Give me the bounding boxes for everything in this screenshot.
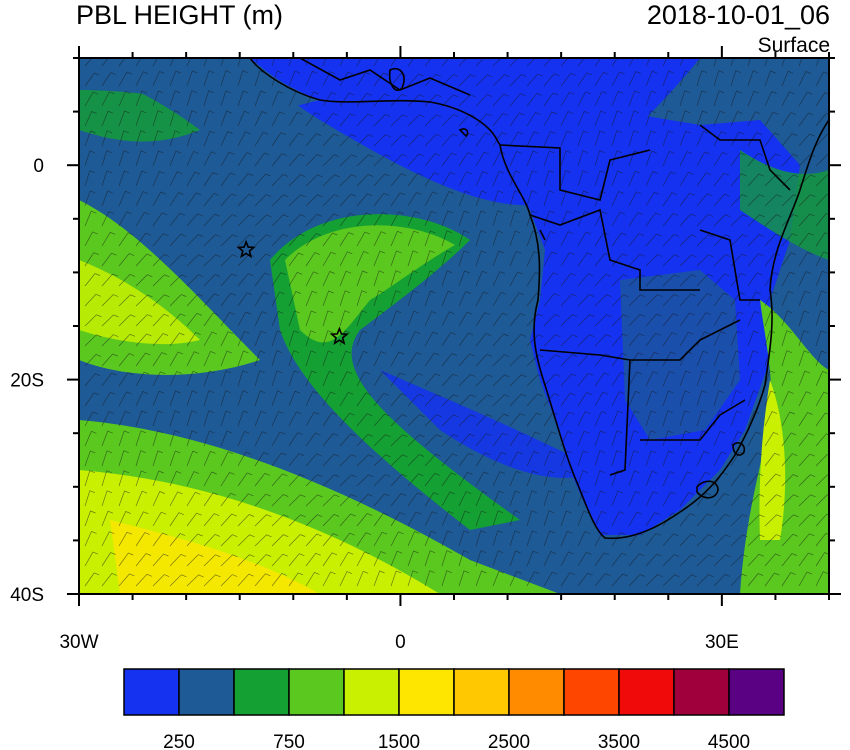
colorbar-bin — [233, 668, 290, 716]
wind-barbs — [84, 58, 829, 587]
axis-ticks — [67, 46, 841, 606]
colorbar-label: 750 — [273, 732, 305, 750]
lat-tick-label: 0 — [33, 156, 44, 177]
colorbar-bin — [398, 668, 455, 716]
colorbar-bin — [563, 668, 620, 716]
valid-time: 2018-10-01_06 — [646, 0, 830, 30]
colorbar-bin — [178, 668, 235, 716]
field-east-yellow — [759, 380, 786, 540]
field-ne-green — [740, 150, 829, 260]
colorbar-bin — [453, 668, 510, 716]
colorbar-label: 3500 — [598, 732, 640, 750]
field-interior-dark — [620, 270, 740, 440]
lon-tick-label: 0 — [395, 632, 406, 653]
border-central-1 — [499, 144, 651, 201]
colorbar-bin — [673, 668, 730, 716]
colorbar-label: 1500 — [378, 732, 420, 750]
cabinda — [539, 229, 546, 241]
colorbar-bin — [288, 668, 345, 716]
border-east-1 — [699, 124, 791, 191]
colorbar-label: 250 — [163, 732, 195, 750]
colorbar-bin — [618, 668, 675, 716]
border-namibia-botswana — [609, 359, 631, 476]
bioko — [458, 128, 469, 138]
colorbar-bin — [123, 668, 180, 716]
pbl-field — [79, 58, 829, 594]
lesotho — [696, 480, 719, 499]
barb-paths — [84, 58, 829, 587]
plot-title: PBL HEIGHT (m) — [76, 0, 284, 30]
border-central-2 — [529, 208, 700, 291]
coastlines — [249, 58, 829, 540]
colorbar-label: 2500 — [488, 732, 530, 750]
border-west-africa — [299, 58, 471, 96]
eswatini — [732, 442, 746, 456]
colorbar-bin — [343, 668, 400, 716]
field-west-yellow — [79, 260, 200, 345]
field-south-gold — [110, 520, 320, 594]
colorbar — [123, 668, 785, 716]
border-east-2 — [699, 229, 760, 301]
field-ocean-blue — [380, 370, 600, 478]
border-sa-north — [640, 399, 746, 441]
border-angola-namibia — [539, 319, 741, 361]
colorbar-labels: 250 750 1500 2500 3500 4500 — [163, 732, 750, 750]
africa-west-coast — [249, 58, 766, 540]
africa-east-coast — [764, 119, 829, 386]
colorbar-label: 4500 — [708, 732, 750, 750]
station-markers — [236, 239, 350, 345]
lat-tick-label: 20S — [10, 371, 44, 392]
lon-tick-label: 30W — [59, 632, 98, 653]
lat-tick-label: 40S — [10, 585, 44, 606]
lon-tick-label: 30E — [705, 632, 739, 653]
star-icon — [329, 326, 350, 345]
colorbar-bin — [508, 668, 565, 716]
lake-volta — [388, 68, 405, 92]
colorbar-bin — [728, 668, 785, 716]
level-label: Surface — [757, 34, 830, 57]
star-icon — [236, 239, 256, 259]
lon-axis-labels: 30W 0 30E — [59, 632, 738, 653]
lat-axis-labels: 0 20S 40S — [10, 156, 44, 606]
